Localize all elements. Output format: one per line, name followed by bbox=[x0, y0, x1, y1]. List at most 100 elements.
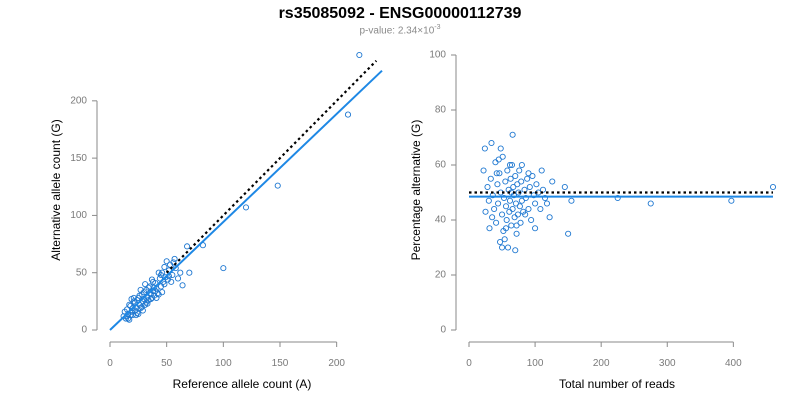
right-data-point bbox=[507, 175, 514, 182]
right-data-point bbox=[538, 167, 545, 174]
right-data-point bbox=[518, 161, 525, 169]
right-y-axis: 0 20 40 60 80 100 bbox=[429, 50, 457, 336]
left-y-tick-label: 150 bbox=[70, 153, 87, 164]
left-y-tick-label: 100 bbox=[70, 210, 87, 221]
right-data-point bbox=[498, 244, 506, 251]
left-data-points bbox=[120, 51, 363, 323]
right-data-point bbox=[499, 153, 506, 160]
left-x-tick-label: 50 bbox=[161, 358, 173, 369]
right-data-point bbox=[522, 211, 529, 218]
left-data-point bbox=[152, 287, 159, 295]
left-data-point bbox=[168, 278, 175, 285]
right-data-point bbox=[512, 200, 519, 207]
left-data-point bbox=[170, 259, 177, 266]
right-data-point bbox=[489, 214, 496, 221]
left-data-point bbox=[163, 258, 170, 265]
right-data-point bbox=[518, 178, 525, 185]
right-data-point bbox=[524, 175, 531, 182]
left-reference-line bbox=[165, 59, 378, 274]
left-data-point bbox=[126, 301, 133, 308]
left-data-point bbox=[142, 281, 149, 288]
left-data-point bbox=[153, 294, 160, 301]
right-data-point bbox=[728, 197, 735, 204]
right-data-point bbox=[514, 181, 521, 188]
left-x-axis-title: Reference allele count (A) bbox=[173, 377, 312, 391]
left-data-point bbox=[172, 265, 179, 272]
right-data-point bbox=[486, 225, 493, 232]
right-y-axis-title: Percentage alternative (G) bbox=[409, 120, 423, 261]
right-data-point bbox=[522, 194, 529, 202]
right-x-tick-label: 0 bbox=[466, 358, 472, 369]
right-data-point bbox=[493, 170, 500, 177]
right-data-point bbox=[530, 192, 537, 199]
right-x-axis: 0 100 200 300 400 bbox=[466, 341, 742, 369]
right-data-point bbox=[494, 181, 501, 188]
left-data-point bbox=[126, 316, 133, 323]
right-data-point bbox=[565, 230, 572, 237]
left-data-point bbox=[147, 296, 154, 303]
right-data-point bbox=[492, 159, 499, 166]
right-data-point bbox=[500, 194, 508, 202]
right-data-point bbox=[512, 247, 519, 254]
right-data-point bbox=[543, 200, 551, 207]
right-data-point bbox=[541, 194, 549, 202]
right-x-tick-label: 300 bbox=[659, 358, 676, 369]
right-y-tick-label: 40 bbox=[435, 215, 447, 226]
right-data-point bbox=[482, 208, 489, 215]
left-data-point bbox=[137, 286, 144, 293]
left-x-tick-label: 0 bbox=[107, 358, 113, 369]
right-y-tick-label: 20 bbox=[435, 270, 447, 281]
left-data-point bbox=[155, 269, 162, 276]
right-data-point bbox=[526, 183, 533, 191]
left-data-point bbox=[161, 263, 168, 271]
right-data-point bbox=[480, 167, 487, 174]
right-data-point bbox=[495, 200, 502, 207]
right-data-point bbox=[506, 197, 514, 204]
right-data-point bbox=[504, 167, 511, 174]
right-data-point bbox=[517, 219, 524, 226]
left-data-point bbox=[156, 275, 163, 282]
right-data-point bbox=[533, 181, 540, 188]
right-data-point bbox=[516, 167, 523, 174]
right-x-tick-label: 200 bbox=[593, 358, 610, 369]
right-data-point bbox=[532, 225, 539, 232]
left-data-point bbox=[127, 302, 134, 309]
right-data-point bbox=[568, 197, 575, 204]
right-data-point bbox=[549, 178, 556, 185]
left-x-tick-label: 150 bbox=[272, 358, 289, 369]
right-data-point bbox=[498, 211, 506, 218]
right-x-axis-title: Total number of reads bbox=[559, 377, 675, 391]
right-data-point bbox=[487, 175, 494, 182]
right-data-point bbox=[506, 161, 514, 169]
right-data-point bbox=[515, 189, 522, 196]
right-x-tick-label: 100 bbox=[527, 358, 544, 369]
right-data-point bbox=[518, 197, 525, 204]
right-data-point bbox=[509, 205, 516, 213]
left-data-point bbox=[186, 269, 193, 276]
right-data-point bbox=[485, 197, 492, 204]
left-data-point bbox=[151, 284, 158, 291]
right-data-point bbox=[614, 194, 621, 202]
left-data-point bbox=[121, 308, 128, 315]
left-data-point bbox=[169, 271, 176, 279]
left-y-tick-label: 50 bbox=[76, 267, 88, 278]
left-data-point bbox=[144, 300, 151, 307]
left-data-point bbox=[171, 255, 178, 263]
left-data-point bbox=[145, 284, 152, 291]
left-data-point bbox=[242, 204, 250, 211]
left-data-point bbox=[138, 304, 145, 311]
right-data-point bbox=[503, 216, 510, 224]
left-y-tick-label: 0 bbox=[81, 325, 87, 336]
right-data-point bbox=[529, 172, 536, 180]
right-data-point bbox=[491, 205, 498, 213]
right-data-point bbox=[506, 208, 513, 215]
right-data-point bbox=[546, 214, 553, 221]
left-y-tick-label: 200 bbox=[70, 95, 87, 106]
right-data-point bbox=[561, 183, 568, 191]
left-data-point bbox=[344, 111, 352, 118]
left-data-point bbox=[356, 51, 363, 59]
left-data-point bbox=[125, 315, 132, 322]
